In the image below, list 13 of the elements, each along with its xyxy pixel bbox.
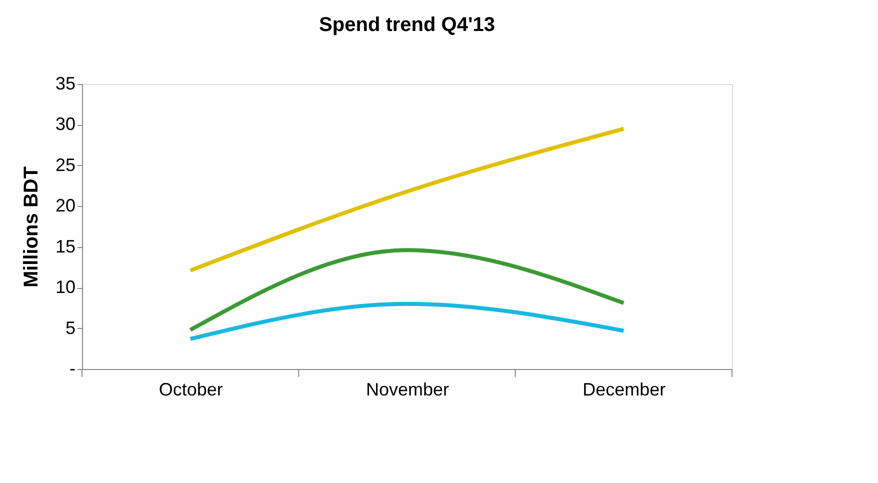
y-tick-label: 30 [55, 114, 76, 134]
x-tick-label: November [366, 380, 450, 400]
y-tick-label: 35 [55, 74, 76, 94]
y-axis-title: Millions BDT [20, 166, 42, 288]
x-tick-label: December [582, 380, 666, 400]
y-tick-label: 15 [55, 236, 76, 256]
x-tick-label: October [158, 380, 223, 400]
y-tick-label: 5 [65, 318, 76, 338]
y-tick-label: 25 [55, 154, 76, 175]
y-tick-label: 10 [55, 277, 76, 298]
y-tick-label: 20 [55, 196, 76, 216]
chart-title: Spend trend Q4'13 [319, 14, 495, 36]
y-tick-label: - [70, 358, 76, 378]
